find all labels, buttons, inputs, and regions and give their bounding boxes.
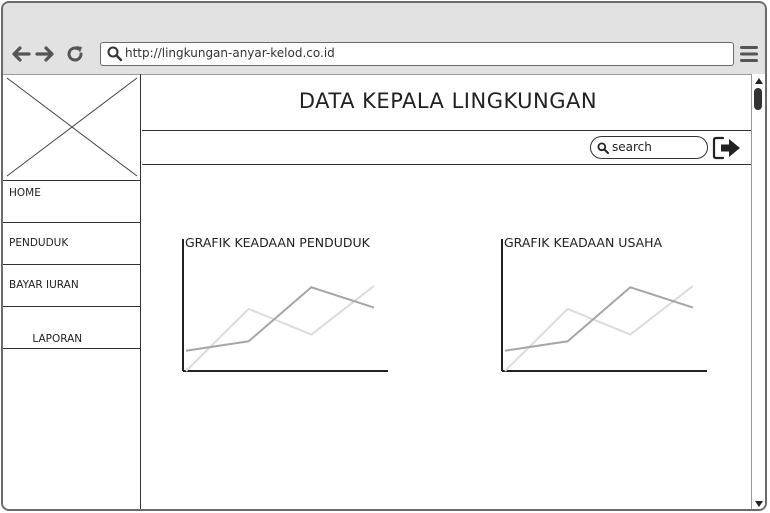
browser-toolbar: http://lingkungan-anyar-kelod.co.id — [3, 34, 765, 75]
image-placeholder-icon — [6, 77, 138, 177]
sidebar-item-penduduk[interactable]: PENDUDUK — [3, 223, 140, 265]
arrow-left-icon[interactable] — [10, 43, 32, 65]
chart-plot — [501, 239, 707, 372]
series-line-1 — [185, 286, 375, 352]
page-header: DATA KEPALA LINGKUNGAN — [142, 74, 754, 131]
series-line-2 — [504, 285, 694, 372]
sidebar-item-label: LAPORAN — [29, 333, 83, 345]
scroll-thumb[interactable] — [754, 88, 762, 110]
sidebar-item-label: HOME — [9, 187, 41, 199]
series-line-2 — [185, 285, 375, 372]
sidebar-item-label: PENDUDUK — [9, 237, 69, 249]
search-input[interactable]: search — [590, 136, 708, 159]
vertical-scrollbar[interactable] — [751, 74, 765, 509]
chart-keadaan-penduduk: GRAFIK KEADAAN PENDUDUK — [173, 235, 388, 375]
search-icon — [597, 142, 609, 154]
search-placeholder: search — [612, 140, 652, 154]
series-line-1 — [504, 286, 694, 352]
sidebar: HOME PENDUDUK BAYAR IURAN LAPORAN — [3, 181, 141, 509]
url-text: http://lingkungan-anyar-kelod.co.id — [125, 46, 335, 60]
logout-icon[interactable] — [712, 135, 742, 161]
action-bar: search — [142, 131, 754, 165]
title-bar — [3, 3, 765, 35]
reload-icon[interactable] — [64, 43, 86, 65]
logo-placeholder — [3, 74, 141, 181]
sidebar-item-laporan[interactable]: LAPORAN — [3, 307, 140, 349]
sidebar-item-home[interactable]: HOME — [3, 181, 140, 223]
url-bar[interactable]: http://lingkungan-anyar-kelod.co.id — [100, 42, 734, 66]
sidebar-item-bayar-iuran[interactable]: BAYAR IURAN — [3, 265, 140, 307]
chart-plot — [182, 239, 388, 372]
arrow-right-icon[interactable] — [34, 43, 56, 65]
chart-keadaan-usaha: GRAFIK KEADAAN USAHA — [492, 235, 707, 375]
scroll-down-icon[interactable] — [754, 500, 764, 508]
hamburger-menu-icon[interactable] — [739, 45, 759, 63]
chart-title: GRAFIK KEADAAN PENDUDUK — [185, 235, 370, 250]
page-title: DATA KEPALA LINGKUNGAN — [298, 89, 598, 113]
scroll-up-icon[interactable] — [754, 77, 764, 85]
sidebar-item-label: BAYAR IURAN — [9, 279, 79, 291]
chart-title: GRAFIK KEADAAN USAHA — [504, 235, 663, 250]
search-icon — [107, 46, 123, 62]
